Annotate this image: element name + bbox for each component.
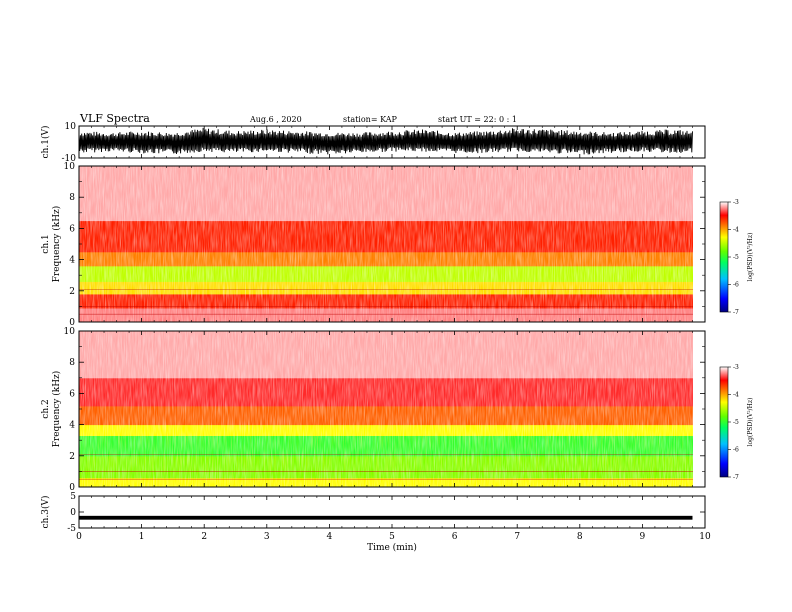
x-tick-label: 6: [452, 532, 458, 542]
chart-title: VLF Spectra: [80, 112, 150, 125]
x-tick-label: 10: [699, 532, 711, 542]
freq-tick-label: 2: [69, 287, 75, 297]
freq-tick-label: 0: [69, 318, 75, 328]
spectrogram-texture-lower: [79, 424, 693, 487]
freq-tick-label: 6: [69, 389, 75, 399]
spectrogram-texture: [79, 166, 693, 322]
ch3-waveform-ylabel: ch.3(V): [40, 496, 51, 529]
colorbar-tick-label: -6: [733, 282, 739, 289]
x-tick-label: 1: [139, 532, 145, 542]
freq-tick-label: 4: [69, 256, 75, 266]
ch3-y-tick-label: 5: [70, 492, 76, 502]
ch3-waveform-frame: [78, 495, 706, 529]
date-label: Aug.6 , 2020: [250, 115, 302, 124]
ch3-waveform-band: [79, 515, 693, 520]
freq-tick-label: 8: [69, 193, 75, 203]
spectrogram-frequency-label: Frequency (kHz): [51, 206, 62, 283]
colorbar-title: log(PSD)(V²/Hz): [747, 398, 754, 447]
x-tick-label: 4: [327, 532, 333, 542]
ch3-y-tick-label: -5: [67, 524, 76, 534]
x-tick-label: 3: [264, 532, 270, 542]
spectrogram-channel-label: ch.2: [41, 399, 51, 418]
x-tick-label: 8: [577, 532, 583, 542]
spectrogram-frequency-label: Frequency (kHz): [51, 371, 62, 448]
freq-tick-label: 0: [69, 483, 75, 493]
x-tick-label: 9: [640, 532, 646, 542]
spectrogram-channel-label: ch.1: [41, 234, 51, 253]
colorbar-tick-label: -6: [733, 447, 739, 454]
colorbar-tick-label: -3: [733, 199, 739, 206]
x-tick-label: 7: [514, 532, 520, 542]
colorbar: [719, 201, 729, 313]
colorbar-tick-label: -4: [733, 392, 739, 399]
freq-tick-label: 10: [64, 327, 76, 337]
x-axis-title: Time (min): [367, 542, 417, 553]
x-tick-label: 5: [389, 532, 395, 542]
no-data-area: [693, 331, 705, 487]
ch1-waveform-ylabel: ch.1(V): [40, 126, 51, 159]
ch3-y-tick-label: 0: [70, 508, 76, 518]
freq-tick-label: 2: [69, 452, 75, 462]
ch1-y-tick-label: 10: [65, 122, 77, 132]
freq-tick-label: 4: [69, 421, 75, 431]
x-tick-label: 0: [76, 532, 82, 542]
start-time-label: start UT = 22: 0 : 1: [438, 115, 517, 124]
no-data-area: [693, 166, 705, 322]
colorbar-tick-label: -3: [733, 364, 739, 371]
colorbar: [719, 366, 729, 478]
colorbar-tick-label: -4: [733, 227, 739, 234]
freq-tick-label: 8: [69, 358, 75, 368]
freq-tick-label: 6: [69, 224, 75, 234]
ch1-waveform-trace: [78, 127, 693, 155]
x-tick-label: 2: [201, 532, 207, 542]
colorbar-tick-label: -7: [733, 309, 739, 316]
colorbar-title: log(PSD)(V²/Hz): [747, 233, 754, 282]
ch1-y-tick-label: -10: [62, 154, 77, 164]
station-label: station= KAP: [343, 115, 397, 124]
colorbar-tick-label: -5: [733, 419, 739, 426]
freq-tick-label: 10: [64, 162, 76, 172]
colorbar-tick-label: -5: [733, 254, 739, 261]
colorbar-tick-label: -7: [733, 474, 739, 481]
